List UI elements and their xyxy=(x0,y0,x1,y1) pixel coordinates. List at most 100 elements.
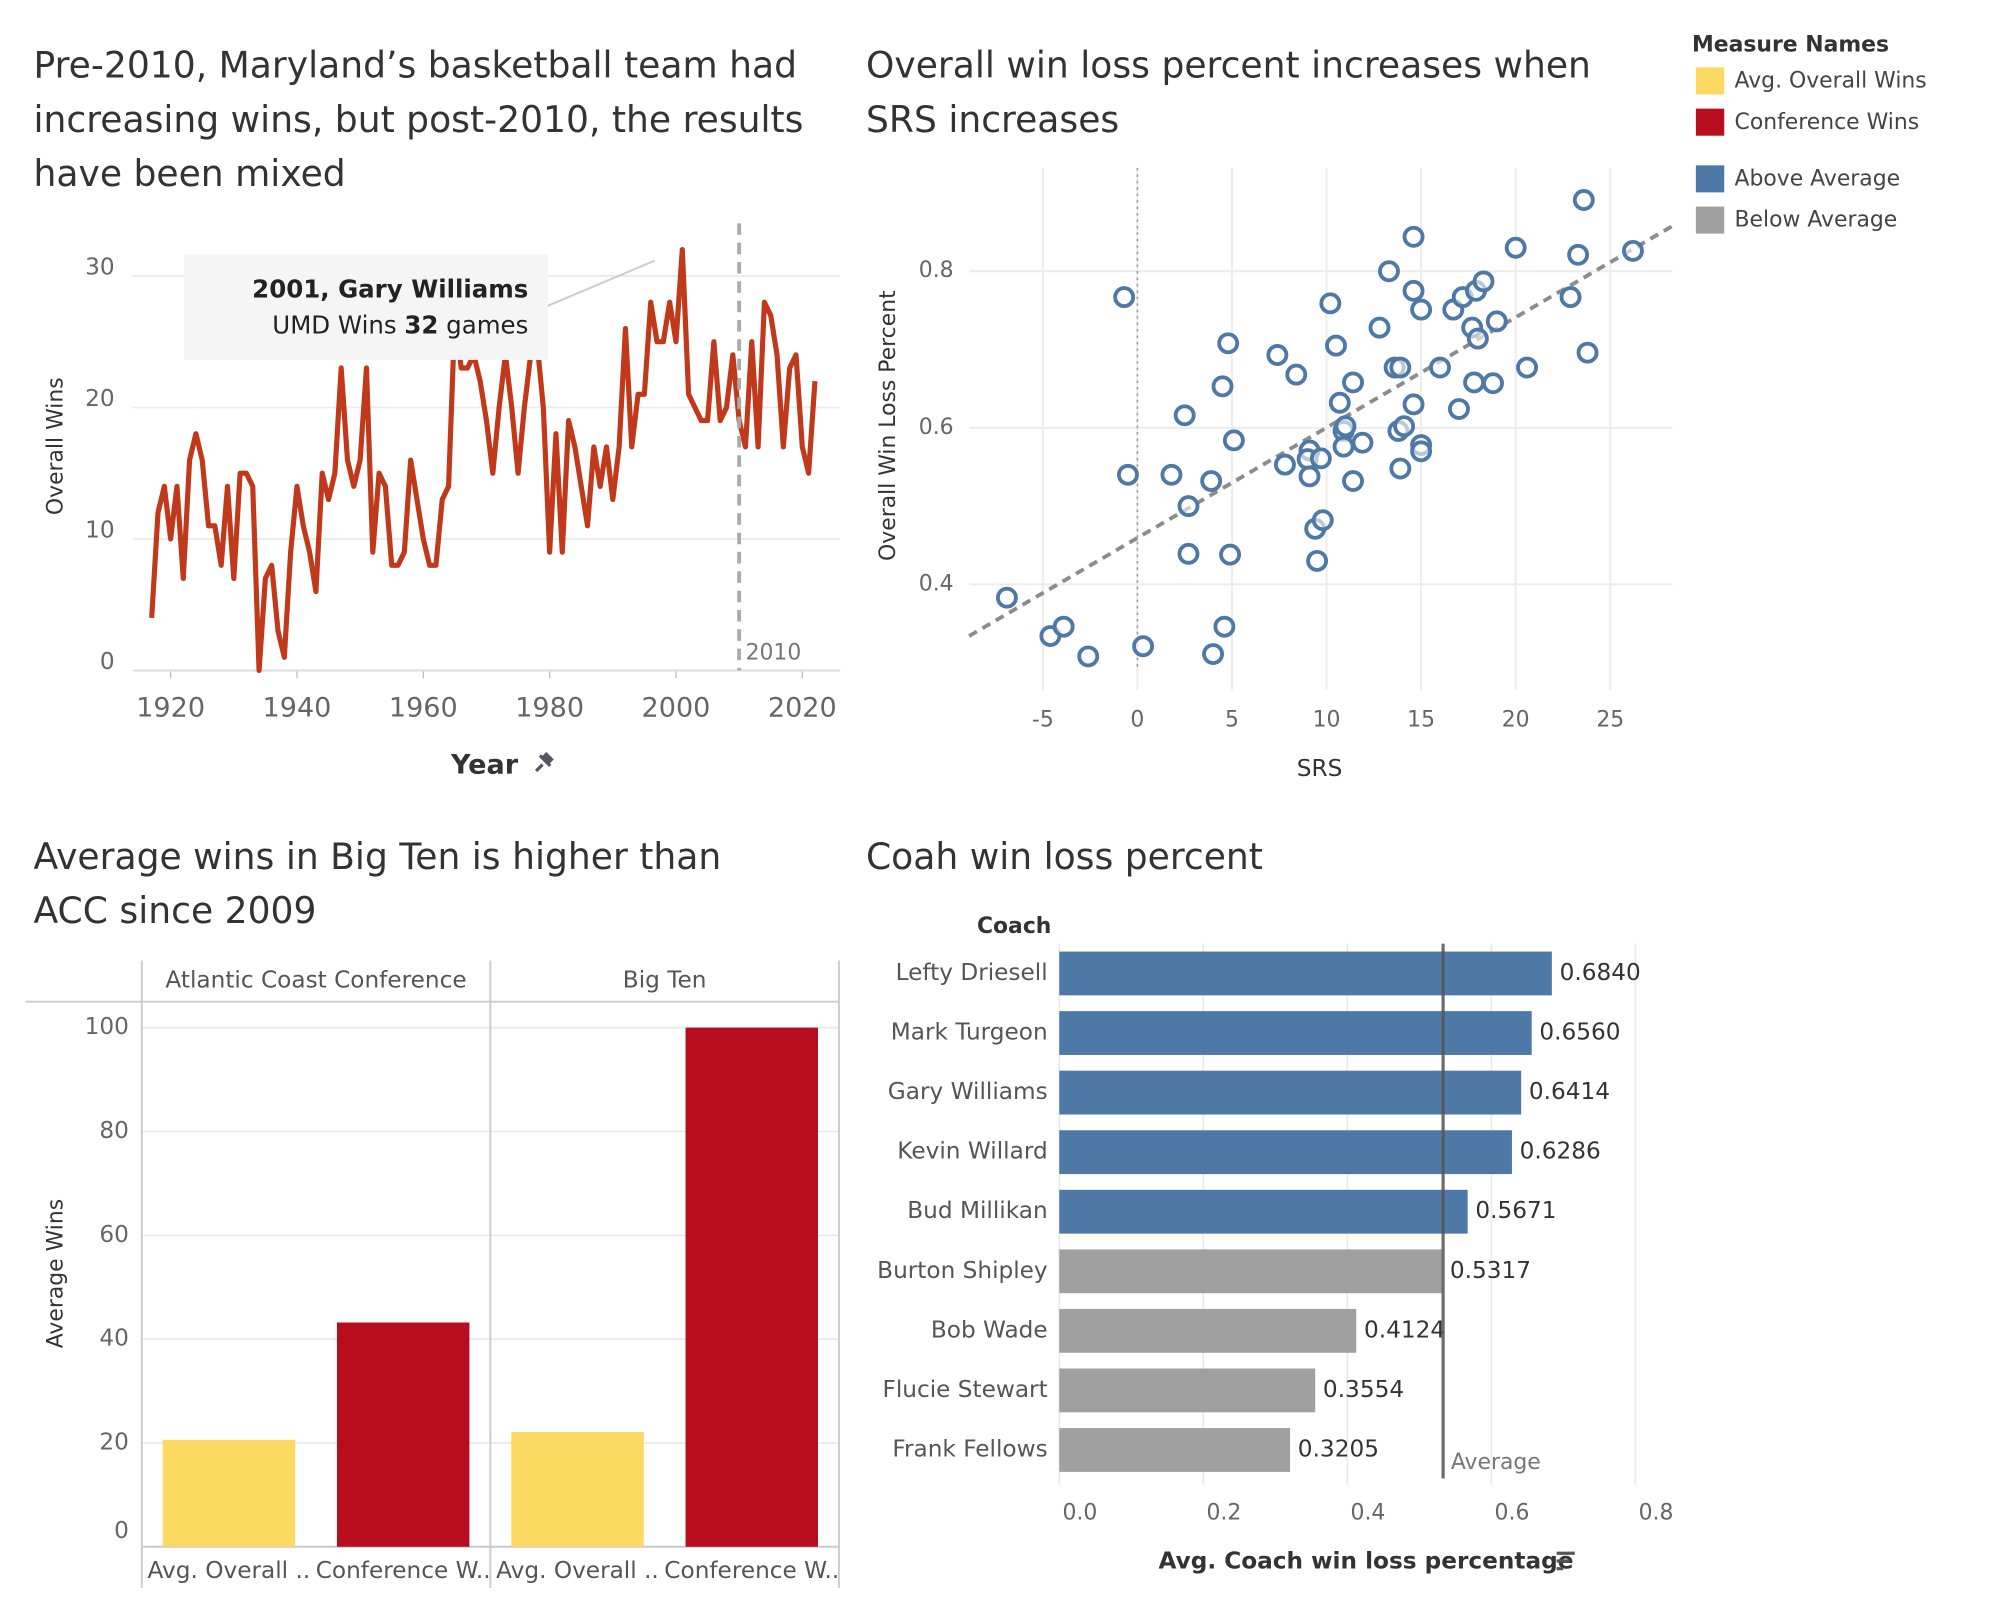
reference-label: 2010 xyxy=(746,641,802,666)
point xyxy=(1402,393,1425,416)
y-tick-label: Burton Shipley xyxy=(877,1257,1048,1284)
point xyxy=(1576,341,1599,364)
y-tick-label: Flucie Stewart xyxy=(882,1376,1047,1403)
x-tick-label: 0.4 xyxy=(1351,1500,1386,1525)
value-label: 0.3554 xyxy=(1323,1376,1404,1403)
point xyxy=(1559,286,1582,309)
value-label: 0.6560 xyxy=(1539,1019,1620,1046)
legend-label: Avg. Overall Wins xyxy=(1735,69,1927,94)
point xyxy=(1219,543,1242,566)
value-label: 0.3205 xyxy=(1298,1435,1379,1462)
annotation-title: 2001, Gary Williams xyxy=(252,274,528,303)
point xyxy=(1463,371,1486,394)
y-tick-label: 0.4 xyxy=(919,571,954,596)
annotation-text: UMD Wins 32 games xyxy=(272,310,528,339)
y-tick-label: 20 xyxy=(99,1428,129,1455)
bar xyxy=(685,1027,819,1547)
y-tick-label: 80 xyxy=(99,1117,129,1144)
chart-title: Pre-2010, Maryland’s basketball team had… xyxy=(33,44,804,195)
y-tick-label: 30 xyxy=(85,254,115,281)
point xyxy=(1222,429,1245,452)
x-tick-label: 0.0 xyxy=(1062,1500,1097,1525)
x-tick-label: 1940 xyxy=(263,693,332,724)
x-tick-label: 1920 xyxy=(136,693,205,724)
x-tick-label: 25 xyxy=(1596,708,1624,733)
point xyxy=(1266,344,1289,366)
point xyxy=(1393,415,1416,438)
point xyxy=(1389,356,1412,379)
point xyxy=(1622,239,1644,262)
y-tick-label: Lefty Driesell xyxy=(896,959,1048,986)
legend-label: Conference Wins xyxy=(1735,110,1920,135)
x-axis-title: Avg. Coach win loss percentage xyxy=(1159,1548,1574,1575)
chart-title: Overall win loss percent increases when … xyxy=(865,44,1591,141)
legend-swatch xyxy=(1695,165,1725,193)
legend-label: Above Average xyxy=(1735,167,1901,192)
facet-label: Atlantic Coast Conference xyxy=(165,967,466,994)
y-tick-label: 0.6 xyxy=(919,415,954,440)
point xyxy=(1160,463,1183,486)
bar xyxy=(1059,1130,1512,1175)
point xyxy=(1334,415,1357,438)
x-tick-label: 0.2 xyxy=(1207,1500,1242,1525)
bar xyxy=(1059,1428,1291,1472)
point xyxy=(1504,236,1527,259)
annotation-leader xyxy=(547,259,656,307)
bar xyxy=(511,1432,644,1547)
bar xyxy=(1059,951,1552,996)
y-tick-label: 0 xyxy=(100,648,115,675)
y-tick-label: Frank Fellows xyxy=(892,1435,1047,1462)
x-tick-label: 15 xyxy=(1407,708,1435,733)
point xyxy=(1332,435,1355,458)
facet-label: Big Ten xyxy=(623,967,707,994)
y-tick-label: 0 xyxy=(114,1517,129,1544)
bar xyxy=(1059,1368,1316,1413)
point xyxy=(1285,363,1308,386)
x-tick-label: 0 xyxy=(1130,708,1144,733)
title-box: Average wins in Big Ten is higher than A… xyxy=(33,835,722,933)
legend-label: Below Average xyxy=(1735,208,1898,233)
y-tick-label: Bud Millikan xyxy=(907,1197,1047,1224)
point xyxy=(1177,495,1200,518)
point xyxy=(1351,431,1374,454)
reference-label: Average xyxy=(1451,1450,1541,1475)
point xyxy=(1116,463,1139,486)
title-box: Overall win loss percent increases when … xyxy=(865,44,1591,141)
bar xyxy=(1059,1249,1443,1294)
x-tick-label: 5 xyxy=(1225,708,1239,733)
legend-swatch xyxy=(1695,206,1725,234)
point xyxy=(1213,615,1236,638)
point xyxy=(1402,279,1425,302)
chart-title: Average wins in Big Ten is higher than A… xyxy=(33,835,722,933)
x-tick-label: -5 xyxy=(1032,708,1054,733)
annotation-box xyxy=(184,254,548,360)
title-box: Pre-2010, Maryland’s basketball team had… xyxy=(33,44,804,195)
point xyxy=(1567,243,1590,266)
point xyxy=(1466,327,1489,350)
x-tick-label: 1980 xyxy=(515,693,584,724)
y-tick-label: Mark Turgeon xyxy=(891,1019,1048,1046)
point xyxy=(1402,225,1425,248)
point xyxy=(1325,334,1347,357)
title-box: Coah win loss percent xyxy=(865,835,1263,878)
point xyxy=(1298,465,1321,488)
point xyxy=(1572,189,1595,211)
point xyxy=(1273,453,1296,476)
y-axis-title: Overall Win Loss Percent xyxy=(876,290,901,561)
point xyxy=(1342,371,1364,394)
point xyxy=(1410,440,1433,463)
bar xyxy=(1059,1308,1357,1353)
point xyxy=(1410,298,1433,321)
point xyxy=(1328,391,1351,414)
value-label: 0.4124 xyxy=(1364,1316,1445,1343)
value-label: 0.5317 xyxy=(1450,1257,1531,1284)
point xyxy=(1342,470,1364,492)
point xyxy=(1447,398,1470,420)
bar xyxy=(1059,1070,1522,1115)
legend-swatch xyxy=(1695,67,1725,95)
y-tick-label: 40 xyxy=(99,1325,129,1352)
chart-title: Coah win loss percent xyxy=(865,835,1263,878)
line xyxy=(149,247,818,674)
point xyxy=(1173,404,1196,427)
x-tick-label: 0.6 xyxy=(1495,1500,1530,1525)
